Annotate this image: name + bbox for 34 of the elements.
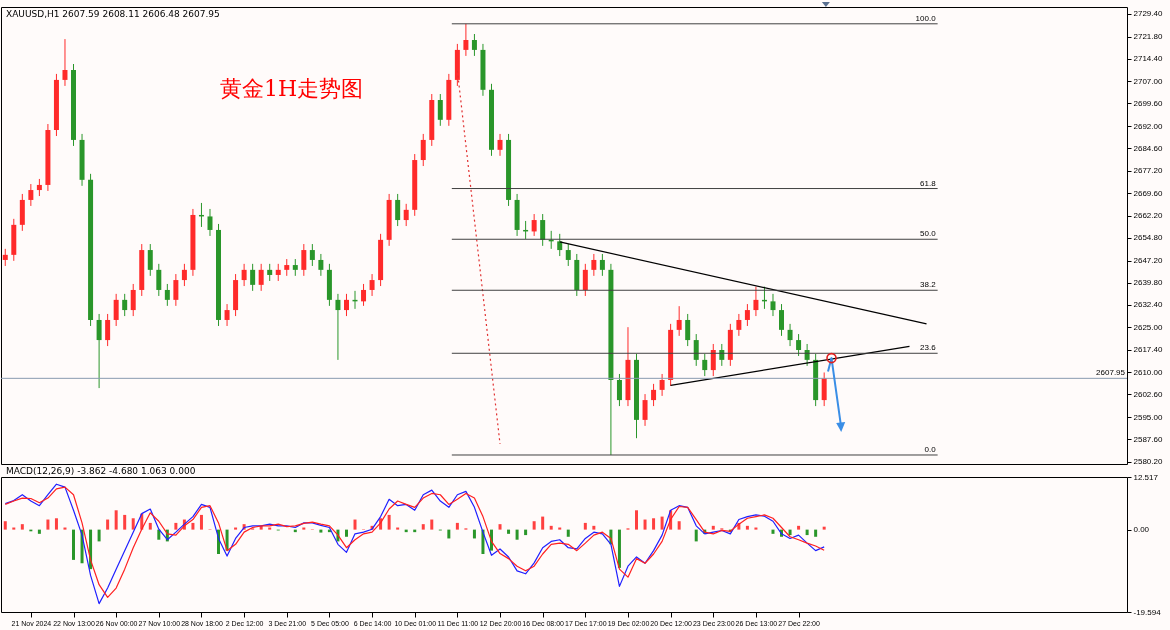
y-tick-label: 2639.80 xyxy=(1133,278,1163,288)
y-tick-label: 2617.40 xyxy=(1133,345,1163,355)
ref-line-label: 2607.95 xyxy=(1096,368,1126,378)
annotation: 23.6 xyxy=(920,343,937,353)
annotation: 38.2 xyxy=(920,280,937,290)
chart-title: MACD(12,26,9) -3.862 -4.680 1.063 0.000 xyxy=(6,466,196,476)
annotation: 50.0 xyxy=(920,229,937,239)
y-tick-label: 2677.20 xyxy=(1133,166,1163,176)
annotation: 100.0 xyxy=(915,13,937,23)
y-tick-label: 0.00 xyxy=(1133,525,1150,535)
chart-subtitle: XAUUSD,H1 2607.59 2608.11 2606.48 2607.95 xyxy=(6,9,220,19)
y-tick-label: 2721.80 xyxy=(1133,32,1163,42)
annotation: 0.0 xyxy=(924,445,937,454)
y-tick-label: 2632.40 xyxy=(1133,300,1163,310)
y-tick-label: -19.594 xyxy=(1133,607,1162,617)
y-tick-label: 2647.20 xyxy=(1133,256,1163,266)
y-tick-label: 2580.20 xyxy=(1133,457,1163,467)
y-tick-label: 2587.60 xyxy=(1133,434,1163,444)
y-tick-label: 2595.00 xyxy=(1133,412,1163,422)
y-tick-label: 2707.00 xyxy=(1133,76,1163,86)
y-tick-label: 2684.60 xyxy=(1133,143,1163,153)
y-tick-label: 2714.40 xyxy=(1133,54,1163,64)
y-tick-label: 2669.60 xyxy=(1133,188,1163,198)
y-tick-label: 2699.60 xyxy=(1133,98,1163,108)
y-tick-label: 2662.20 xyxy=(1133,211,1163,221)
y-tick-label: 2729.40 xyxy=(1133,9,1163,19)
y-tick-label: 2625.00 xyxy=(1133,322,1163,332)
y-tick-label: 2602.60 xyxy=(1133,389,1163,399)
y-tick-label: 2610.00 xyxy=(1133,367,1163,377)
annotation: 61.8 xyxy=(920,178,937,188)
y-tick-label: 2692.00 xyxy=(1133,121,1163,131)
text: 黄金1H走势图 xyxy=(220,75,364,103)
y-tick-label: 2654.80 xyxy=(1133,233,1163,243)
y-tick-label: 12.517 xyxy=(1133,472,1159,482)
